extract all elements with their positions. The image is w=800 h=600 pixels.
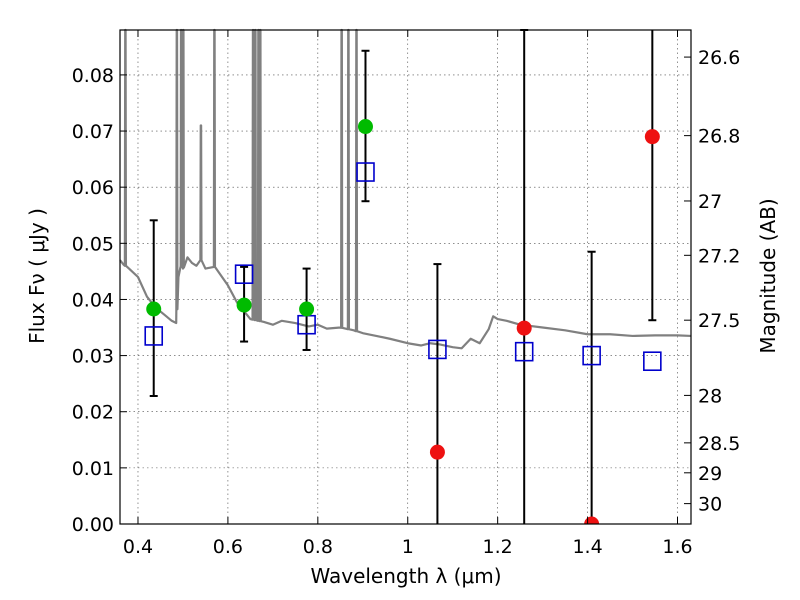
y-tick-label: 0.07 — [72, 121, 114, 143]
y2-tick-label: 29 — [698, 463, 722, 485]
template-spectrum-layer — [119, 28, 692, 350]
marker-layer — [144, 119, 662, 524]
y2-tick-label: 26.8 — [698, 126, 740, 148]
detected-point — [357, 119, 373, 135]
x-tick-label: 1 — [402, 536, 414, 558]
y-tick-label: 0.08 — [72, 65, 114, 87]
axes-layer — [119, 29, 692, 525]
y-tick-label: 0.00 — [72, 514, 114, 536]
y-tick-label: 0.04 — [72, 289, 114, 311]
nondetected-point — [516, 320, 532, 336]
x-tick-label: 0.8 — [303, 536, 333, 558]
y2-tick-label: 27.5 — [698, 310, 740, 332]
y-axis-title: Flux Fν ( μJy ) — [25, 208, 49, 344]
y2-tick-label: 26.6 — [698, 47, 740, 69]
y2-axis-title: Magnitude (AB) — [756, 198, 780, 353]
errorbar-layer — [149, 29, 657, 524]
y2-tick-label: 27 — [698, 191, 722, 213]
plot-frame — [119, 29, 692, 525]
y-tick-label: 0.03 — [72, 346, 114, 368]
x-tick-label: 1.4 — [572, 536, 602, 558]
model-photometry-square — [643, 351, 662, 372]
model-photometry-square — [514, 341, 534, 362]
model-photometry-square — [582, 345, 601, 366]
x-tick-label: 1.2 — [483, 536, 513, 558]
tick-label-layer: 0.4 0.6 0.8 1 1.2 1.4 1.6 0.00 0.01 0.02 0.03 0.04 0… — [72, 47, 741, 558]
model-photometry-square — [144, 326, 164, 346]
nondetected-point — [429, 444, 445, 460]
y-tick-label: 0.02 — [72, 402, 114, 424]
model-photometry-square — [428, 339, 447, 360]
y-tick-label: 0.06 — [72, 177, 114, 199]
detected-point — [236, 297, 252, 313]
x-tick-label: 0.6 — [213, 536, 243, 558]
model-photometry-square — [356, 162, 375, 182]
grid-layer — [120, 30, 691, 525]
y-tick-label: 0.01 — [72, 458, 114, 480]
detected-point — [299, 301, 315, 317]
y2-tick-label: 27.2 — [698, 245, 740, 267]
x-axis-title: Wavelength λ (μm) — [310, 564, 501, 588]
x-tick-label: 0.4 — [123, 536, 153, 558]
x-tick-label: 1.6 — [662, 536, 692, 558]
y2-tick-label: 28 — [698, 385, 722, 407]
nondetected-point — [644, 129, 660, 145]
y-tick-label: 0.05 — [72, 233, 114, 255]
template-spectrum-line — [119, 28, 692, 350]
y2-tick-label: 28.5 — [698, 433, 740, 455]
detected-point — [146, 301, 162, 317]
y2-tick-label: 30 — [698, 494, 722, 516]
model-photometry-square — [234, 264, 254, 284]
